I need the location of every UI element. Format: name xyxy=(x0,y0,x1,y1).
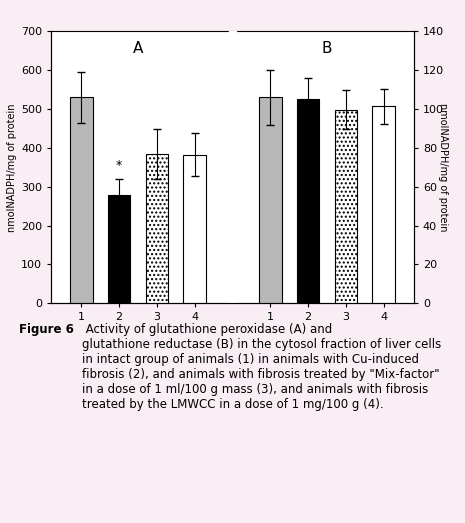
Bar xyxy=(259,97,282,303)
Bar xyxy=(297,99,319,303)
Y-axis label: nmolNADPH/mg of protein: nmolNADPH/mg of protein xyxy=(7,103,17,232)
Bar xyxy=(146,154,168,303)
Bar xyxy=(108,195,131,303)
Y-axis label: nmolNADPH/mg of protein: nmolNADPH/mg of protein xyxy=(438,103,448,232)
Text: *: * xyxy=(116,159,122,172)
Text: Figure 6: Figure 6 xyxy=(19,323,73,336)
Text: B: B xyxy=(322,41,332,56)
Text: A: A xyxy=(133,41,143,56)
Text: Activity of glutathione peroxidase (A) and
glutathione reductase (B) in the cyto: Activity of glutathione peroxidase (A) a… xyxy=(82,323,441,411)
Bar xyxy=(183,154,206,303)
Bar xyxy=(372,106,395,303)
Bar xyxy=(334,110,357,303)
Bar xyxy=(70,97,93,303)
